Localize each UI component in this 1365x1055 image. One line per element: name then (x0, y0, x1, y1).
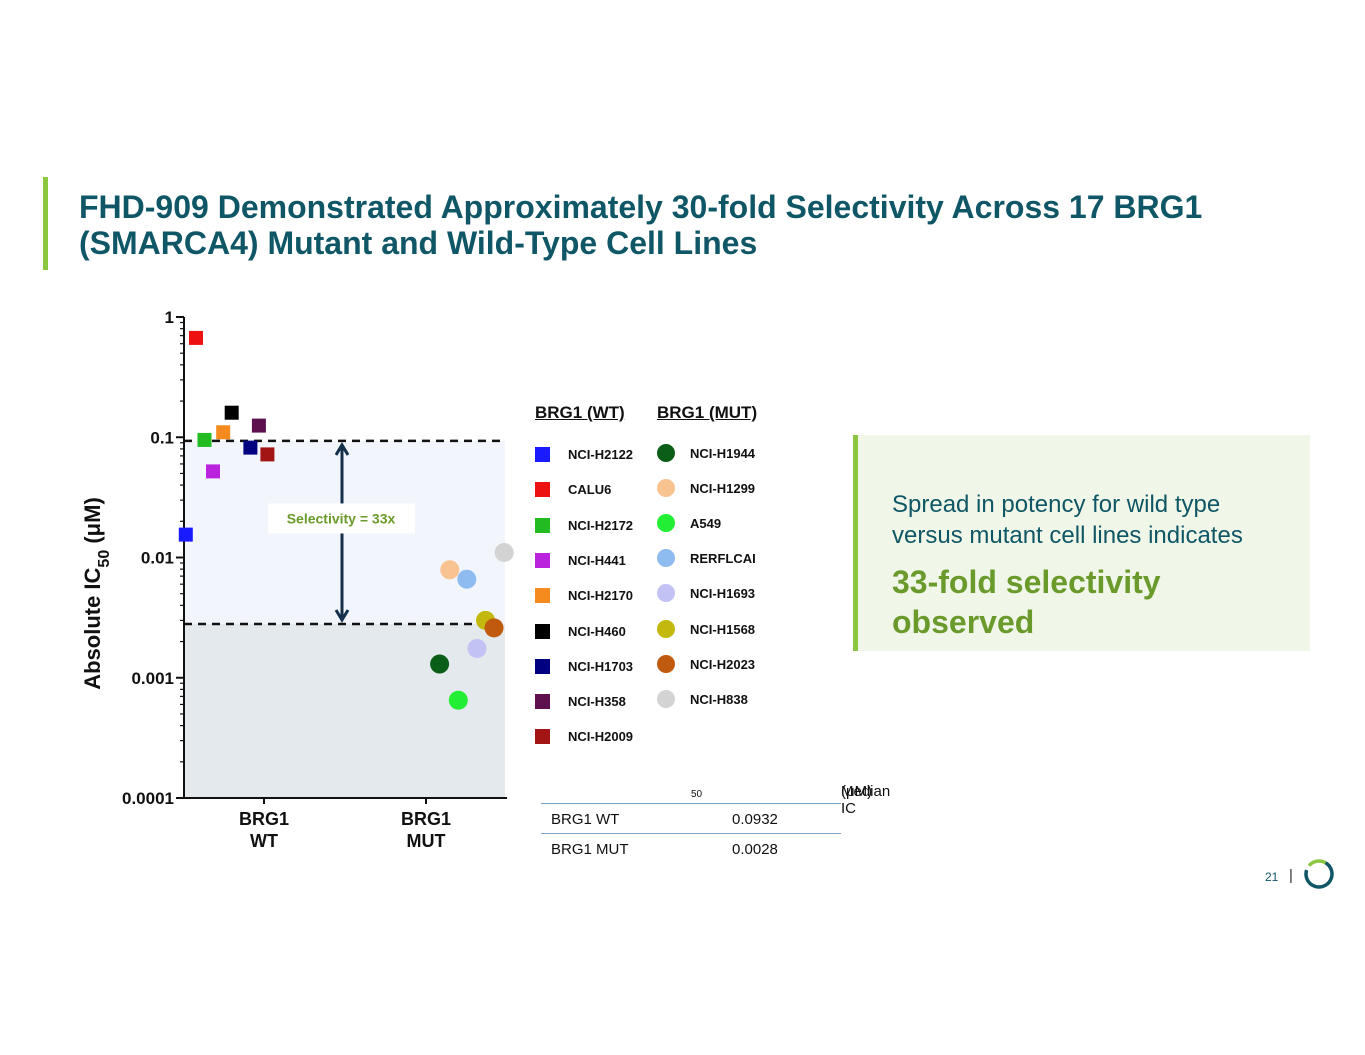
legend-label: NCI-H2170 (568, 588, 634, 604)
legend-label: NCI-H460 (568, 623, 626, 639)
y-axis: 1 0.1 0.01 0.001 0.0001 (122, 308, 507, 808)
y-tick-label: 0.0001 (122, 789, 174, 808)
data-point-a549 (448, 690, 468, 710)
legend-mut-header: BRG1 (MUT) (657, 403, 758, 422)
x-category-label: BRG1 (401, 809, 451, 829)
selectivity-label: Selectivity = 33x (287, 510, 396, 526)
y-tick-label: 0.01 (141, 549, 174, 568)
company-logo-icon (1304, 859, 1334, 889)
legend-label: NCI-H1944 (690, 446, 756, 461)
data-point-nci-h2170 (216, 425, 231, 440)
data-point-nci-h460 (224, 405, 239, 420)
median-row-value: 0.0028 (732, 841, 778, 858)
title-accent-bar (43, 177, 48, 270)
legend-marker (535, 658, 550, 674)
legend-marker (535, 729, 550, 745)
legend-marker (535, 447, 550, 462)
legend-marker (535, 588, 550, 604)
legend-label: NCI-H838 (690, 691, 748, 707)
legend-marker (535, 694, 550, 710)
y-tick-label: 0.1 (150, 428, 174, 447)
legend-wt: BRG1 (WT) NCI-H2122 CALU6 NCI-H2172 NCI-H44… (535, 403, 633, 745)
mut-range-band (184, 623, 505, 798)
legend-marker (535, 482, 550, 498)
median-row-mut: BRG1 MUT 0.0028 (541, 834, 841, 863)
legend-label: NCI-H358 (568, 694, 626, 710)
data-point-nci-h1299 (440, 560, 460, 580)
median-header-main: Median IC (841, 783, 891, 817)
median-row-group: BRG1 MUT (551, 841, 629, 858)
y-axis-title-sub: 50 (96, 550, 113, 568)
legend-label: NCI-H2023 (690, 656, 756, 672)
median-table-header: Median IC 50 (μM) (541, 777, 890, 817)
legend-marker (535, 517, 550, 533)
legend-label: NCI-H441 (568, 552, 626, 568)
selectivity-callout: Spread in potency for wild type versus m… (853, 435, 1310, 651)
callout-highlight: 33-fold selectivity observed (892, 564, 1161, 640)
data-point-nci-h1693 (467, 639, 487, 659)
legend-marker (657, 619, 675, 638)
y-tick-label: 1 (165, 308, 174, 327)
legend-marker (535, 552, 550, 568)
data-point-nci-h2023 (484, 618, 504, 638)
legend-label: RERFLCAI (690, 551, 756, 567)
legend-label: NCI-H1693 (690, 586, 756, 602)
median-header-sub: 50 (691, 789, 703, 800)
slide-title: FHD-909 Demonstrated Approximately 30-fo… (79, 189, 1203, 261)
data-points (178, 330, 514, 710)
data-point-nci-h2172 (197, 432, 212, 447)
legend-label: CALU6 (568, 482, 612, 498)
legend-label: NCI-H2122 (568, 447, 634, 462)
data-point-nci-h838 (494, 543, 514, 563)
callout-accent-bar (853, 435, 858, 651)
data-point-nci-h2122 (178, 527, 193, 542)
legend-marker (657, 654, 675, 673)
arrow-head-up (334, 442, 350, 456)
legend-label: A549 (690, 516, 722, 532)
y-axis-title: Absolute IC50 (μM) (80, 497, 113, 690)
legend-marker (535, 623, 550, 639)
median-row-value: 0.0932 (732, 811, 778, 828)
data-point-calu6 (189, 330, 203, 345)
median-header-unit: (μM) (841, 783, 873, 800)
median-row-wt: BRG1 WT 0.0932 (541, 804, 841, 834)
legend-label: NCI-H1568 (690, 621, 756, 637)
median-threshold-lines (184, 439, 505, 626)
y-axis-title-unit: (μM) (80, 497, 105, 550)
median-ic50-table: Median IC 50 (μM) BRG1 WT 0.0932 BRG1 MUT… (541, 777, 890, 863)
median-row-group: BRG1 WT (551, 811, 620, 828)
legend-marker (657, 549, 675, 568)
legend-label: NCI-H1299 (690, 481, 756, 497)
legend-label: NCI-H2009 (568, 729, 634, 745)
legend-label: NCI-H2172 (568, 517, 634, 533)
legend-label: NCI-H1703 (568, 658, 634, 674)
y-axis-title-main: Absolute IC (80, 567, 105, 689)
data-point-rerflcai (457, 569, 477, 589)
data-point-nci-h1944 (430, 654, 450, 674)
page-separator: | (1289, 867, 1293, 884)
y-tick-label: 0.001 (131, 669, 174, 688)
arrow-head-down (334, 609, 350, 623)
legend-marker (657, 514, 675, 533)
x-category-label: BRG1 (239, 809, 289, 829)
legend-marker (657, 584, 675, 603)
callout-text: Spread in potency for wild type versus m… (892, 491, 1243, 549)
legend-marker (657, 479, 675, 498)
legend-marker (657, 689, 675, 708)
data-point-nci-h2009 (260, 447, 275, 462)
data-point-nci-h1703 (243, 440, 258, 455)
x-category-label: MUT (407, 831, 446, 851)
legend-mut: BRG1 (MUT) NCI-H1944 NCI-H1299 A549 RERFLCA… (657, 403, 758, 708)
data-point-nci-h358 (251, 418, 266, 433)
page-number: 21 (1265, 870, 1279, 884)
legend-marker (657, 444, 675, 462)
x-category-label: WT (250, 831, 278, 851)
data-point-nci-h441 (206, 464, 220, 479)
legend-wt-header: BRG1 (WT) (535, 403, 625, 422)
selectivity-label-box (268, 503, 415, 534)
